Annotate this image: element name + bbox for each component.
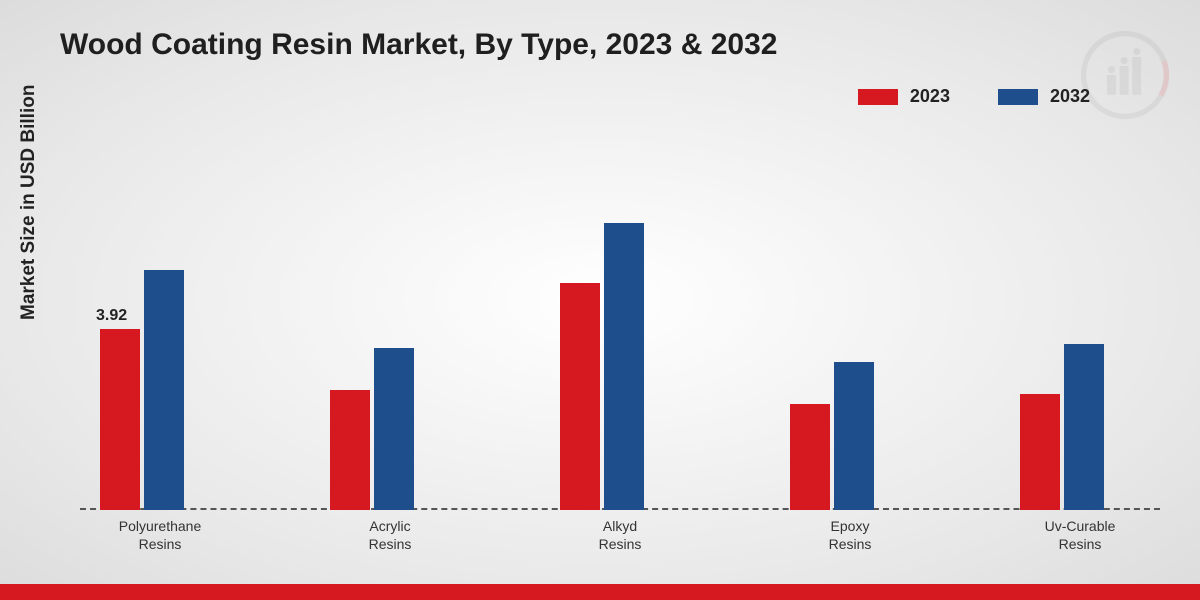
watermark-logo-icon (1080, 30, 1170, 120)
category-label: Alkyd Resins (599, 510, 642, 553)
bar-value-label: 3.92 (96, 307, 127, 325)
bar-2023-acrylic (330, 390, 370, 510)
bar-2032-acrylic (374, 348, 414, 510)
category-label: Acrylic Resins (369, 510, 412, 553)
category-label: Polyurethane Resins (119, 510, 202, 553)
bar-2023-epoxy (790, 404, 830, 510)
bar-2032-polyurethane (144, 270, 184, 511)
bar-2032-uvcurable (1064, 344, 1104, 511)
legend: 2023 2032 (858, 86, 1090, 107)
legend-swatch-2023 (858, 89, 898, 105)
legend-item-2023: 2023 (858, 86, 950, 107)
y-axis-label: Market Size in USD Billion (18, 85, 40, 320)
category-label: Uv-Curable Resins (1045, 510, 1116, 553)
bar-2023-uvcurable (1020, 394, 1060, 510)
bar-2032-alkyd (604, 223, 644, 510)
bar-2032-epoxy (834, 362, 874, 510)
legend-swatch-2032 (998, 89, 1038, 105)
bar-2023-alkyd (560, 283, 600, 510)
plot-area: 3.92 Polyurethane Resins Acrylic Resins … (80, 140, 1160, 510)
chart-container: Wood Coating Resin Market, By Type, 2023… (0, 0, 1200, 600)
legend-item-2032: 2032 (998, 86, 1090, 107)
bar-2023-polyurethane (100, 329, 140, 510)
legend-label-2023: 2023 (910, 86, 950, 107)
footer-accent-bar (0, 584, 1200, 600)
chart-title: Wood Coating Resin Market, By Type, 2023… (60, 28, 777, 62)
legend-label-2032: 2032 (1050, 86, 1090, 107)
category-label: Epoxy Resins (829, 510, 872, 553)
